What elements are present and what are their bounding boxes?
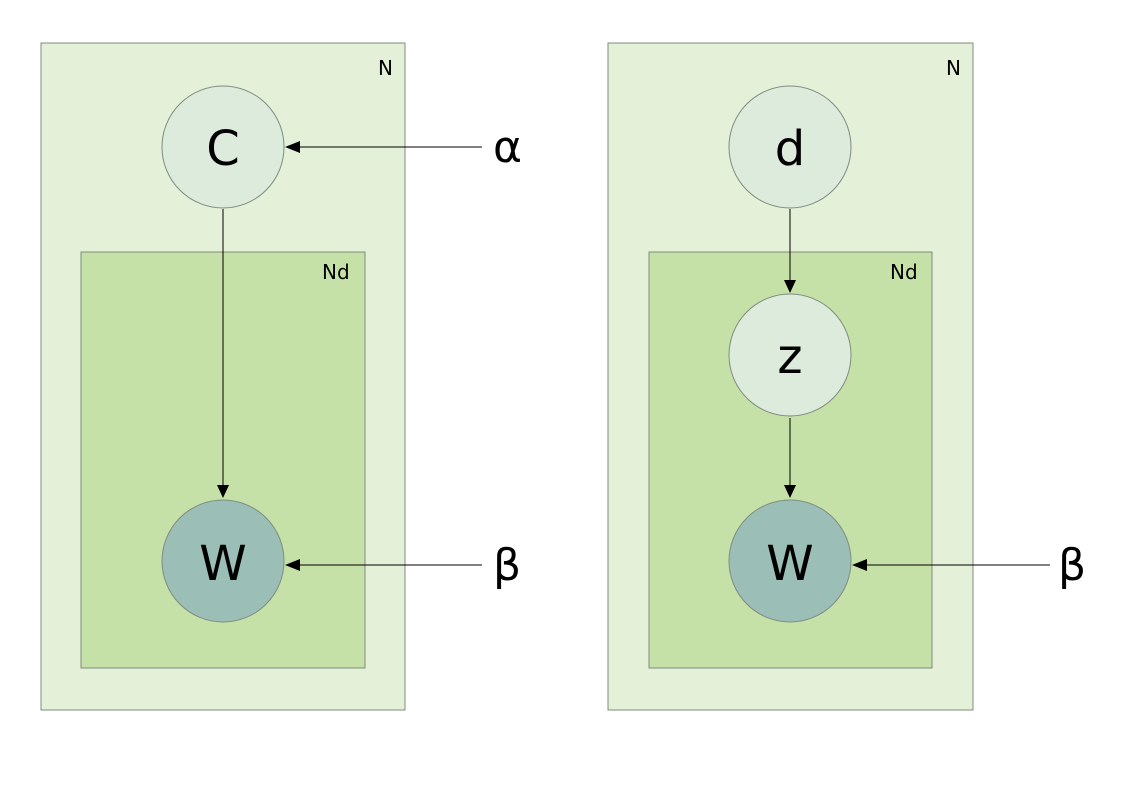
left-param-alpha: α (493, 122, 522, 173)
left-node-c (161, 85, 285, 209)
right-model: N Nd d z W β (607, 42, 1086, 711)
right-arrowhead-w (784, 485, 796, 498)
right-node-w-label: W (766, 536, 813, 592)
left-arrowhead-w-beta (285, 559, 300, 571)
left-arrowhead-c (285, 141, 300, 153)
right-node-z (728, 293, 852, 417)
right-node-z-label: z (777, 329, 802, 385)
left-model: N Nd C W α β (40, 42, 522, 711)
right-arrowhead-w-beta (852, 559, 867, 571)
left-node-w-label: W (199, 536, 246, 592)
left-node-c-label: C (206, 121, 240, 177)
right-node-d-label: d (775, 121, 805, 177)
left-inner-plate-label: Nd (322, 260, 350, 284)
right-node-w (728, 499, 852, 623)
left-param-beta: β (493, 540, 521, 591)
right-arrowhead-z (784, 280, 796, 293)
right-inner-plate-label: Nd (890, 260, 918, 284)
right-outer-plate-label: N (946, 56, 961, 80)
right-param-beta: β (1058, 540, 1086, 591)
left-outer-plate-label: N (378, 56, 393, 80)
left-node-w (161, 499, 285, 623)
left-arrowhead-w (217, 485, 229, 498)
right-node-d (728, 85, 852, 209)
